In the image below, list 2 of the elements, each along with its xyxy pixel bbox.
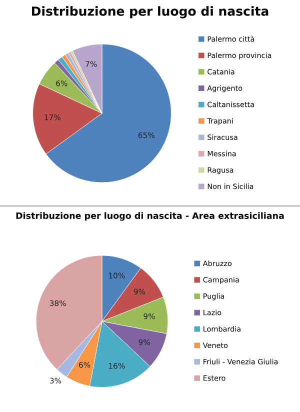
chart-title: Distribuzione per luogo di nascita: [32, 6, 268, 18]
chart-title: Distribuzione per luogo di nascita - Area extrasiciliana: [16, 212, 284, 221]
